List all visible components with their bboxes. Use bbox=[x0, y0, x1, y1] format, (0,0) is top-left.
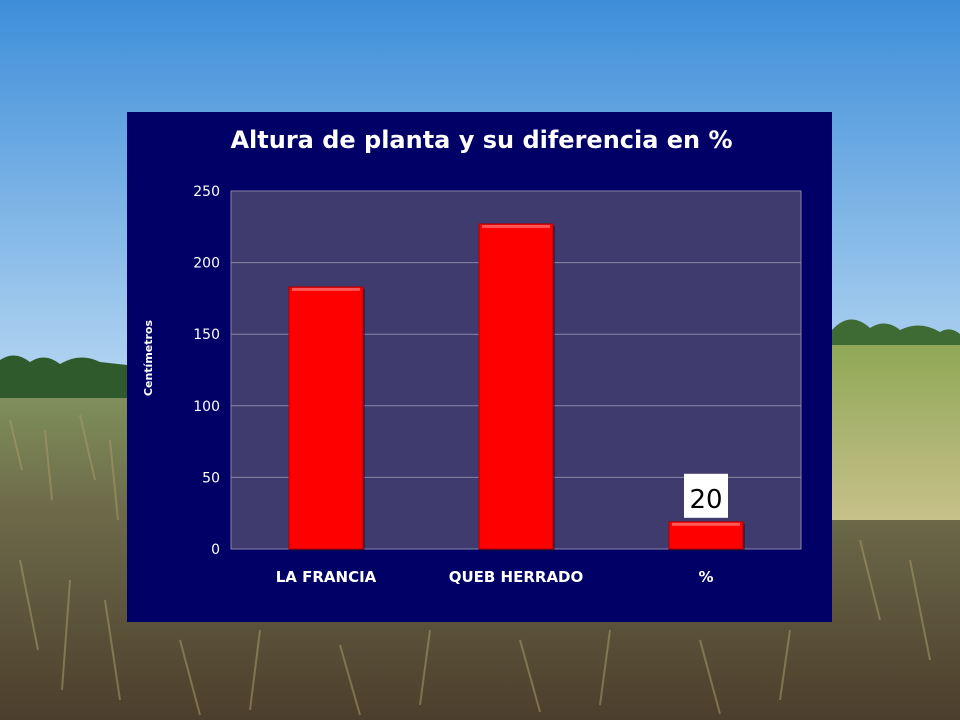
chart-title: Altura de planta y su diferencia en % bbox=[230, 126, 733, 154]
stubble-texture bbox=[9, 414, 931, 716]
bar-highlight bbox=[292, 287, 360, 291]
y-tick-label: 100 bbox=[193, 399, 220, 415]
y-tick-label: 0 bbox=[211, 542, 220, 558]
annotation-label: 20 bbox=[689, 485, 722, 515]
y-tick-label: 200 bbox=[193, 256, 220, 272]
annotation-box bbox=[684, 473, 728, 518]
x-tick-label: QUEB HERRADO bbox=[449, 568, 584, 586]
y-tick-label: 50 bbox=[202, 470, 220, 486]
y-axis-label: Centímetros bbox=[142, 319, 155, 396]
y-tick-label: 150 bbox=[193, 327, 220, 343]
bar-highlight bbox=[482, 224, 550, 228]
x-tick-label: % bbox=[698, 568, 713, 586]
bar bbox=[478, 223, 554, 550]
corn-field bbox=[832, 345, 960, 520]
x-tick-label: LA FRANCIA bbox=[276, 568, 377, 586]
bar-highlight bbox=[672, 522, 740, 526]
bar bbox=[668, 521, 744, 550]
treeline-left bbox=[0, 355, 127, 402]
y-tick-label: 250 bbox=[193, 184, 220, 200]
bar bbox=[288, 286, 364, 550]
